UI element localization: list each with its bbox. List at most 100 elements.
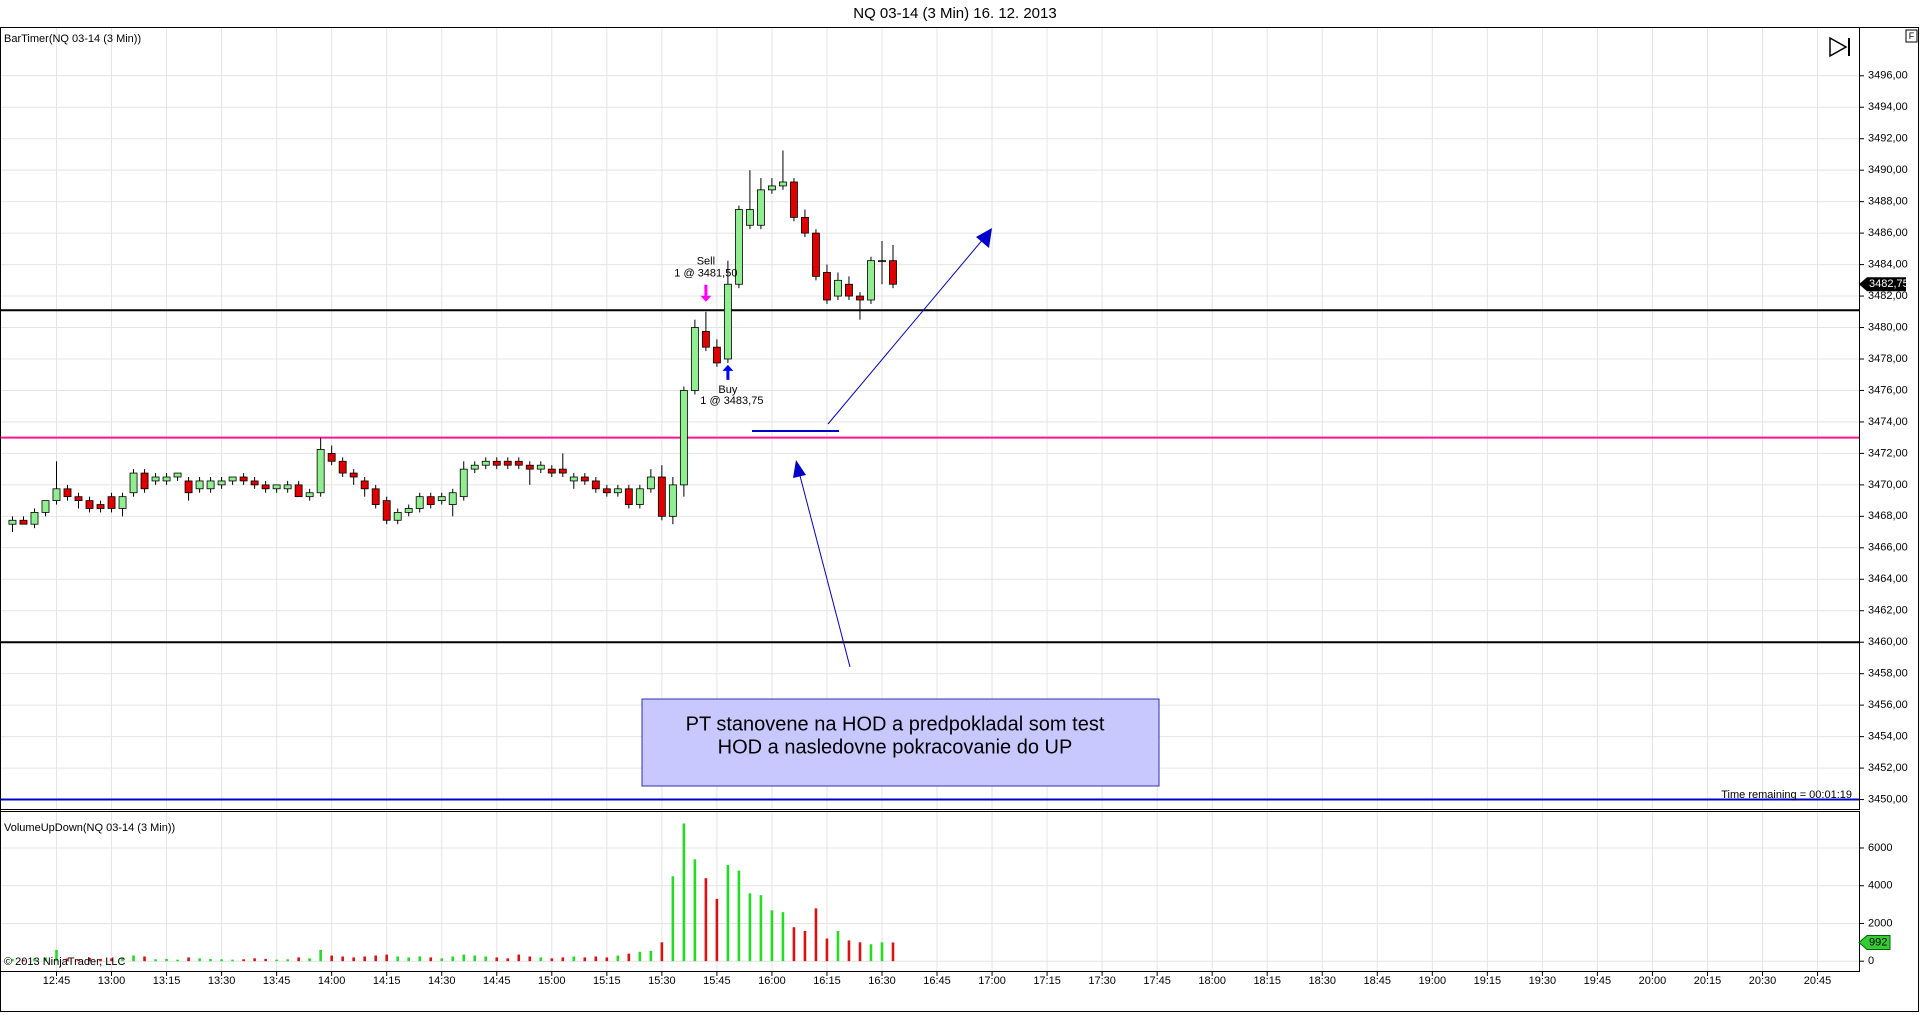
- x-tick-label: 20:30: [1749, 975, 1777, 987]
- candle-body: [107, 496, 116, 509]
- candle-body: [613, 488, 622, 494]
- candle-body: [8, 519, 17, 525]
- x-tick-label: 19:30: [1529, 975, 1557, 987]
- candle-body: [712, 346, 721, 364]
- candle-body: [679, 390, 688, 486]
- candle-body: [734, 209, 743, 285]
- x-tick-label: 16:45: [923, 975, 951, 987]
- chart-title: NQ 03-14 (3 Min) 16. 12. 2013: [853, 5, 1056, 22]
- candle-body: [349, 472, 358, 478]
- candle-body: [790, 181, 798, 218]
- y-tick-label: 3488,00: [1868, 196, 1908, 208]
- candle-body: [162, 476, 171, 482]
- candle-body: [525, 464, 534, 470]
- candle-body: [745, 209, 754, 226]
- volume-bar: [561, 957, 565, 962]
- x-tick-label: 16:00: [758, 975, 786, 987]
- candle-body: [834, 279, 842, 297]
- candle-body: [272, 484, 281, 490]
- volume-bar: [572, 956, 576, 962]
- volume-bar: [88, 957, 91, 962]
- candle-body: [173, 472, 182, 478]
- volume-bar: [814, 908, 818, 962]
- x-tick-label: 20:45: [1804, 975, 1832, 987]
- volume-bar: [517, 954, 521, 962]
- time-remaining: Time remaining = 00:01:19: [1721, 789, 1852, 801]
- volume-bar: [187, 957, 190, 962]
- volume-bar: [550, 958, 554, 962]
- candle-body: [845, 283, 853, 297]
- x-tick-label: 15:45: [703, 975, 731, 987]
- execution-detail: 1 @ 3483,75: [700, 395, 763, 407]
- candle-body: [118, 496, 127, 509]
- candle-body: [723, 283, 732, 360]
- volume-bar: [594, 956, 598, 962]
- candle-body: [437, 496, 446, 502]
- candle-body: [823, 272, 831, 301]
- volume-bar: [627, 953, 631, 962]
- x-tick-label: 17:00: [978, 975, 1006, 987]
- volume-bar: [352, 957, 355, 962]
- volume-bar: [737, 870, 741, 962]
- candle-body: [294, 484, 303, 498]
- volume-bar: [858, 942, 862, 962]
- candle-body: [889, 260, 897, 285]
- y-tick-label: 2000: [1868, 917, 1892, 929]
- volume-title: VolumeUpDown(NQ 03-14 (3 Min)): [4, 822, 175, 834]
- candle-body: [195, 480, 204, 490]
- volume-bar: [759, 895, 763, 962]
- y-tick-label: 3466,00: [1868, 542, 1908, 554]
- candle-body: [646, 476, 655, 490]
- volume-bar: [385, 954, 388, 962]
- volume-bar: [121, 957, 124, 962]
- marks: [8, 150, 897, 962]
- candle-body: [228, 476, 237, 482]
- candle-body: [85, 500, 94, 509]
- x-tick-label: 17:45: [1143, 975, 1171, 987]
- y-tick-label: 3492,00: [1868, 133, 1908, 145]
- candle-body: [459, 468, 468, 498]
- volume-bar: [363, 956, 366, 962]
- volume-bar: [605, 957, 609, 962]
- x-tick-label: 15:00: [538, 975, 566, 987]
- x-tick-label: 13:00: [98, 975, 126, 987]
- candle-body: [316, 449, 325, 494]
- candle-body: [558, 468, 567, 474]
- playback-button[interactable]: [1829, 36, 1850, 58]
- volume-bar: [308, 958, 311, 962]
- candle-body: [657, 476, 666, 517]
- volume-bar: [891, 942, 895, 962]
- x-tick-label: 13:15: [153, 975, 181, 987]
- y-tick-label: 4000: [1868, 880, 1892, 892]
- volume-bar: [253, 958, 256, 962]
- last-volume-label: 992: [1869, 936, 1887, 948]
- volume-bar: [165, 958, 168, 962]
- volume-bar: [440, 958, 444, 962]
- y-tick-label: 3460,00: [1868, 636, 1908, 648]
- candle-body: [360, 480, 369, 490]
- candle-body: [63, 488, 72, 498]
- x-tick-label: 15:15: [593, 975, 621, 987]
- volume-bar: [55, 949, 58, 962]
- x-tick-label: 18:15: [1253, 975, 1281, 987]
- volume-bar: [803, 931, 807, 962]
- candle-body: [779, 181, 787, 187]
- volume-bar: [396, 956, 400, 962]
- y-tick-label: 3450,00: [1868, 793, 1908, 805]
- volume-bar: [583, 957, 587, 962]
- volume-bar: [66, 958, 69, 962]
- arrow-head: [793, 460, 806, 478]
- note-line: PT stanovene na HOD a predpokladal som t…: [686, 713, 1105, 735]
- volume-bar: [649, 950, 653, 962]
- copyright: © 2013 NinjaTrader, LLC: [4, 956, 125, 968]
- f-button-label[interactable]: F: [1909, 31, 1915, 41]
- candle-body: [140, 472, 149, 490]
- x-tick-label: 18:45: [1364, 975, 1392, 987]
- candle-body: [250, 480, 259, 486]
- candle-body: [668, 484, 677, 517]
- f-button[interactable]: [1905, 29, 1918, 43]
- x-tick-label: 13:45: [263, 975, 291, 987]
- volume-bar: [374, 955, 377, 962]
